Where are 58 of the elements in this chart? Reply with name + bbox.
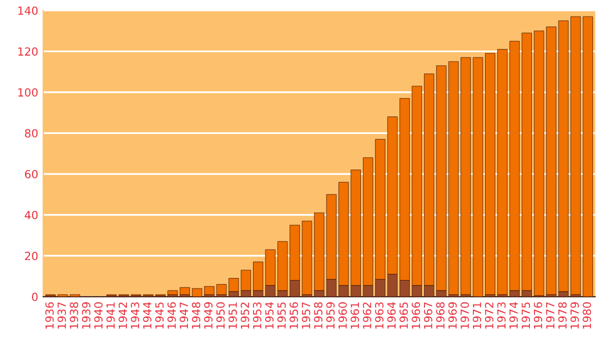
x-tick-label: 1940 [94, 302, 103, 329]
bar [460, 57, 471, 295]
y-tick-label: 120 [18, 47, 38, 56]
x-tick-label: 1958 [314, 302, 322, 329]
x-tick-label: 1938 [70, 302, 78, 329]
x-tick-label: 1946 [167, 302, 176, 329]
x-tick-label: 1962 [362, 302, 372, 329]
x-tick-label: 1979 [570, 302, 579, 329]
y-tick-label: 140 [18, 6, 38, 15]
x-tick-label: 1968 [436, 302, 445, 329]
x-tick-label: 1955 [277, 302, 286, 329]
x-tick-label: 1945 [155, 302, 164, 329]
x-tick-label: 1936 [45, 302, 54, 329]
x-tick-label: 1963 [375, 302, 384, 329]
x-tick-label: 1965 [400, 302, 408, 329]
x-tick-label: 1961 [350, 302, 360, 329]
bar [534, 30, 544, 296]
x-tick-label: 1973 [497, 302, 506, 329]
x-tick-label: 1939 [82, 302, 90, 329]
x-tick-label: 1970 [460, 302, 469, 329]
x-tick-label: 1953 [252, 302, 262, 329]
x-tick-label: 1947 [180, 302, 188, 329]
bar [302, 220, 312, 295]
x-tick-label: 1980 [582, 302, 592, 329]
y-tick-label: 80 [24, 129, 38, 138]
y-tick-label: 40 [24, 210, 38, 220]
x-tick-label: 1977 [546, 302, 554, 329]
x-tick-label: 1966 [412, 302, 420, 329]
x-tick-label: 1957 [302, 302, 310, 329]
x-tick-label: 1952 [240, 302, 250, 329]
y-tick-label: 20 [25, 252, 38, 260]
x-tick-label: 1954 [265, 302, 274, 329]
x-tick-label: 1942 [118, 302, 128, 329]
x-tick-label: 1975 [522, 302, 530, 329]
y-tick-label: 60 [24, 170, 38, 178]
x-tick-label: 1960 [338, 302, 347, 329]
x-tick-label: 1964 [387, 302, 396, 329]
x-tick-label: 1941 [106, 302, 115, 329]
y-tick-label: 100 [18, 88, 38, 97]
x-tick-label: 1956 [290, 302, 298, 329]
x-tick-label: 1949 [204, 302, 213, 329]
x-tick-label: 1959 [326, 302, 335, 329]
x-tick-label: 1978 [558, 302, 567, 329]
x-tick-label: 1972 [484, 302, 494, 329]
x-tick-label: 1943 [130, 302, 140, 329]
x-tick-label: 1951 [228, 302, 237, 329]
bar [216, 284, 227, 295]
x-tick-label: 1976 [534, 302, 542, 329]
y-tick-label: 0 [32, 292, 38, 302]
x-tick-label: 1967 [424, 302, 432, 329]
x-tick-label: 1971 [472, 302, 482, 329]
x-tick-label: 1950 [216, 302, 225, 329]
x-tick-label: 1948 [192, 302, 200, 329]
x-tick-label: 1944 [143, 302, 152, 329]
bar [448, 61, 459, 295]
x-tick-label: 1969 [448, 302, 457, 329]
x-tick-label: 1937 [58, 302, 66, 329]
x-tick-label: 1974 [509, 302, 518, 329]
